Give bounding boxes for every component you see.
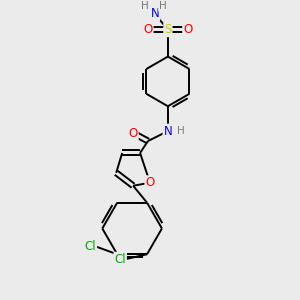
Text: H: H	[159, 1, 167, 11]
Text: S: S	[164, 23, 172, 36]
Text: H: H	[141, 1, 149, 11]
Text: N: N	[151, 7, 159, 20]
Text: O: O	[183, 23, 192, 36]
Text: O: O	[128, 127, 138, 140]
Text: O: O	[143, 23, 153, 36]
Text: Cl: Cl	[85, 240, 96, 253]
Text: Cl: Cl	[114, 253, 126, 266]
Text: O: O	[146, 176, 154, 189]
Text: N: N	[164, 124, 172, 138]
Text: H: H	[177, 126, 185, 136]
